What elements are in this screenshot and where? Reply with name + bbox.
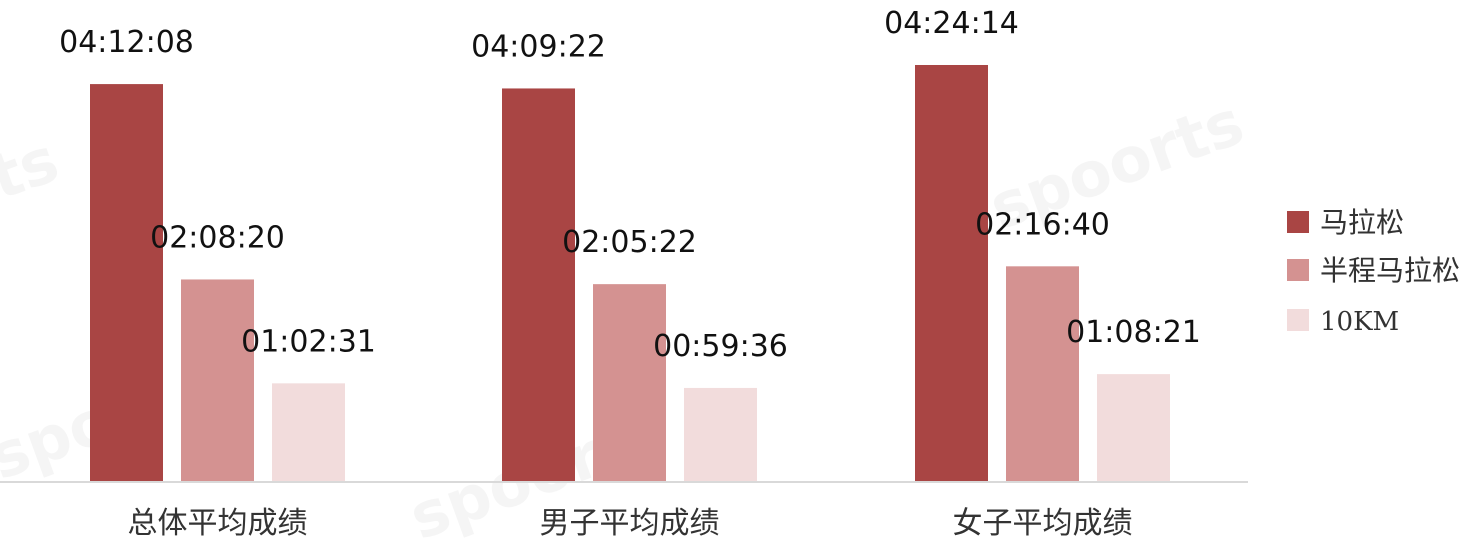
bar bbox=[684, 387, 757, 482]
bar bbox=[90, 84, 163, 482]
bar bbox=[915, 64, 988, 482]
category-labels-layer: 总体平均成绩 男子平均成绩 女子平均成绩 bbox=[128, 506, 1133, 538]
bar bbox=[181, 279, 254, 482]
data-label: 01:02:31 bbox=[241, 324, 376, 359]
legend-label: 半程马拉松 bbox=[1320, 254, 1460, 287]
data-label: 04:09:22 bbox=[471, 29, 606, 64]
data-label: 04:24:14 bbox=[884, 6, 1019, 41]
bar bbox=[1006, 266, 1079, 482]
bar bbox=[272, 383, 345, 482]
category-label: 男子平均成绩 bbox=[540, 506, 720, 538]
data-label: 01:08:21 bbox=[1066, 315, 1201, 350]
data-label: 02:08:20 bbox=[150, 220, 285, 255]
legend-swatch bbox=[1287, 259, 1309, 281]
category-label: 总体平均成绩 bbox=[128, 506, 308, 538]
bar bbox=[502, 88, 575, 482]
bar bbox=[1097, 374, 1170, 482]
legend-label: 马拉松 bbox=[1320, 206, 1404, 239]
legend-swatch bbox=[1287, 211, 1309, 233]
bar bbox=[593, 284, 666, 482]
legend-label: 10KM bbox=[1320, 307, 1399, 337]
category-label: 女子平均成绩 bbox=[953, 506, 1133, 538]
bars-layer bbox=[90, 64, 1170, 482]
watermark-logo: ts bbox=[0, 123, 68, 214]
data-label: 02:05:22 bbox=[562, 225, 697, 260]
data-label: 02:16:40 bbox=[975, 207, 1110, 242]
data-label: 00:59:36 bbox=[653, 329, 788, 364]
legend-swatch bbox=[1287, 309, 1309, 331]
data-labels-layer: 04:12:08 02:08:20 01:02:31 04:09:22 02:05:22… bbox=[59, 6, 1201, 364]
data-label: 04:12:08 bbox=[59, 25, 194, 60]
